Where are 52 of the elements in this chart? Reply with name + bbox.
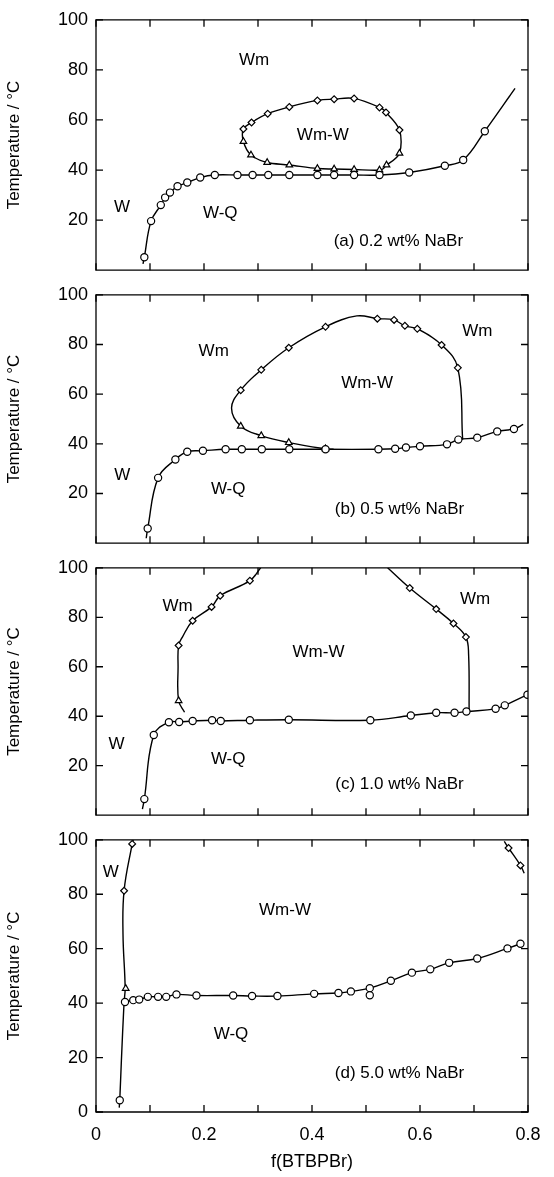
annotation: W-Q (210, 748, 246, 768)
y-tick-label: 20 (67, 1046, 88, 1067)
x-tick-label: 0 (90, 1123, 102, 1144)
annotation: Wm (162, 596, 193, 616)
y-tick-label: 100 (57, 283, 88, 304)
y-tick-label: 40 (67, 159, 88, 180)
annotation: Wm (198, 340, 229, 360)
y-tick-label: 40 (67, 432, 88, 453)
y-tick-label: 20 (67, 754, 88, 775)
x-tick-label: 0.2 (191, 1123, 217, 1144)
y-tick-label: 80 (67, 58, 88, 79)
x-tick-label: 0.4 (299, 1123, 325, 1144)
annotation: W-Q (213, 1023, 249, 1043)
y-tick-label: 40 (67, 992, 88, 1013)
y-tick-label: 100 (57, 8, 88, 29)
annotation: Wm (239, 49, 270, 69)
y-axis-title: Temperature / °C (3, 911, 23, 1041)
annotation: W (113, 197, 130, 217)
annotation: W-Q (210, 478, 246, 498)
annotation: W (108, 733, 125, 753)
y-tick-label: 80 (67, 333, 88, 354)
y-tick-label: 100 (57, 828, 88, 849)
x-tick-label: 0.8 (515, 1123, 541, 1144)
annotation: Wm-W (259, 899, 311, 919)
y-tick-label: 60 (67, 108, 88, 129)
annotation: (c) 1.0 wt% NaBr (335, 774, 465, 794)
y-tick-label: 40 (67, 705, 88, 726)
y-axis-title: Temperature / °C (3, 627, 23, 756)
annotation: (b) 0.5 wt% NaBr (334, 499, 465, 519)
x-tick-label: 0.6 (407, 1123, 433, 1144)
y-tick-label: 100 (57, 556, 88, 577)
y-tick-label: 20 (67, 482, 88, 503)
annotation: W-Q (202, 203, 238, 223)
y-tick-label: 80 (67, 606, 88, 627)
annotation: Wm-W (341, 372, 394, 392)
y-tick-label: 80 (67, 883, 88, 904)
annotation: (d) 5.0 wt% NaBr (334, 1063, 465, 1083)
annotation: Wm-W (292, 642, 345, 662)
annotation: (a) 0.2 wt% NaBr (333, 231, 464, 251)
annotation: Wm (459, 588, 491, 608)
annotation: W (102, 862, 119, 882)
y-axis-title: Temperature / °C (3, 354, 23, 484)
y-axis-title: Temperature / °C (3, 80, 23, 210)
y-tick-label: 60 (67, 937, 88, 958)
y-tick-label: 20 (67, 209, 88, 230)
annotation: Wm (462, 320, 493, 340)
y-tick-label: 60 (67, 655, 88, 676)
y-tick-label: 60 (67, 383, 88, 404)
annotation: W (114, 465, 131, 485)
annotation: Wm-W (296, 125, 349, 145)
y-tick-label: 0 (77, 1100, 88, 1121)
x-axis-title: f(BTBPBr) (270, 1151, 354, 1172)
